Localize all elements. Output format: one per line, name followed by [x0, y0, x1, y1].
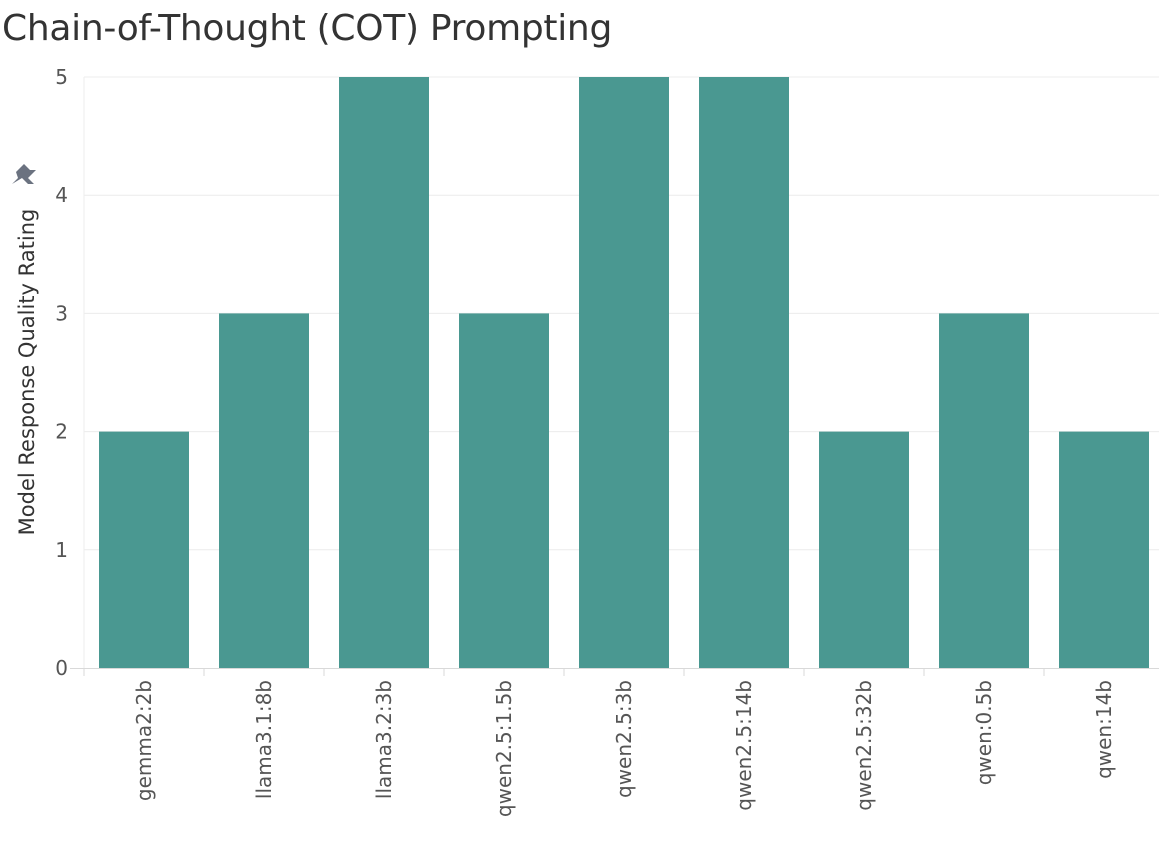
x-tick-label: gemma2:2b: [132, 680, 156, 801]
bar-qwen-14b[interactable]: [1059, 431, 1149, 668]
y-tick-label: 1: [55, 538, 68, 562]
bar-llama3-2-3b[interactable]: [339, 77, 429, 668]
axes: [70, 77, 1159, 676]
x-tick-label: qwen2.5:32b: [852, 680, 876, 811]
bar-qwen2-5-1-5b[interactable]: [459, 313, 549, 668]
y-tick-labels: 0 1 2 3 4 5: [55, 65, 68, 680]
bar-llama3-1-8b[interactable]: [219, 313, 309, 668]
x-tick-label: qwen2.5:1.5b: [492, 680, 516, 817]
bars: [99, 77, 1149, 668]
x-tick-label: llama3.1:8b: [252, 680, 276, 799]
y-tick-label: 3: [55, 301, 68, 325]
x-tick-label: qwen:0.5b: [972, 680, 996, 785]
bar-qwen2-5-3b[interactable]: [579, 77, 669, 668]
y-tick-label: 5: [55, 65, 68, 89]
pin-icon[interactable]: [12, 164, 36, 184]
x-tick-label: qwen2.5:14b: [732, 680, 756, 811]
x-tick-label: qwen2.5:3b: [612, 680, 636, 798]
y-tick-label: 2: [55, 420, 68, 444]
x-tick-label: llama3.2:3b: [372, 680, 396, 799]
y-tick-label: 4: [55, 183, 68, 207]
bar-gemma2-2b[interactable]: [99, 431, 189, 668]
x-tick-labels: gemma2:2b llama3.1:8b llama3.2:3b qwen2.5:1…: [132, 680, 1116, 817]
bar-qwen-0-5b[interactable]: [939, 313, 1029, 668]
y-tick-label: 0: [55, 656, 68, 680]
x-tick-label: qwen:14b: [1092, 680, 1116, 779]
y-axis-label: Model Response Quality Rating: [15, 209, 39, 536]
bar-qwen2-5-32b[interactable]: [819, 431, 909, 668]
bar-qwen2-5-14b[interactable]: [699, 77, 789, 668]
chart-title: Chain-of-Thought (COT) Prompting: [2, 8, 612, 49]
